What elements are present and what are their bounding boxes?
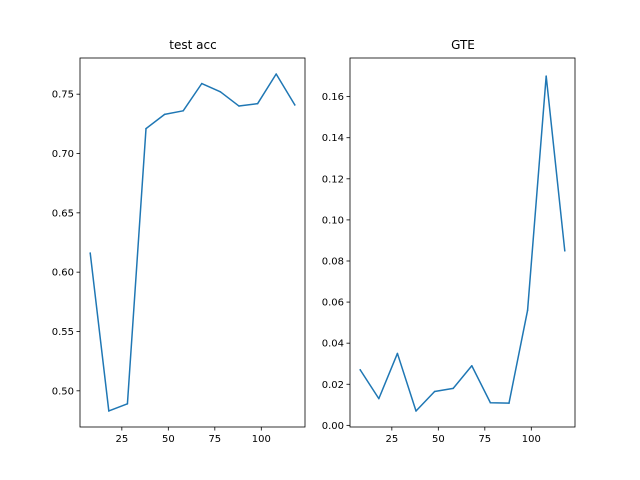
gte-y-tick-label: 0.12 <box>322 174 344 185</box>
test-acc-x-tick-label: 100 <box>252 434 271 445</box>
test-acc-data-point <box>219 91 222 93</box>
test-acc-data-point <box>238 105 240 107</box>
gte-data-point <box>508 402 510 404</box>
test-acc-x-tick-label: 75 <box>208 434 221 445</box>
test-acc-data-point <box>145 127 147 130</box>
gte-y-tick-label: 0.14 <box>322 133 344 144</box>
test-acc-data-point <box>108 410 110 412</box>
gte-axes-frame <box>349 57 576 428</box>
test-acc-panel: test acc 25 50 75 100 0.50 0.55 0.60 0.65 0.70 0.… <box>52 38 306 445</box>
test-acc-y-tick-label: 0.65 <box>52 208 74 219</box>
gte-series-line <box>359 75 566 412</box>
test-acc-axes-frame <box>79 57 306 428</box>
gte-plot-area: 25 50 75 100 0.00 0.02 0.04 0.06 0.08 0.10 0.12 0.1… <box>322 75 566 445</box>
test-acc-y-tick-label: 0.60 <box>52 268 74 279</box>
test-acc-y-tick-label: 0.75 <box>52 90 74 101</box>
gte-data-point <box>564 249 566 252</box>
gte-x-tick-label: 25 <box>385 434 398 445</box>
test-acc-title: test acc <box>169 38 216 52</box>
gte-y-tick-label: 0.04 <box>322 339 344 350</box>
test-acc-x-tick-label: 25 <box>115 434 128 445</box>
gte-y-tick-label: 0.08 <box>322 256 344 267</box>
gte-data-point <box>433 390 436 393</box>
test-acc-y-tick-label: 0.70 <box>52 149 74 160</box>
test-acc-data-point <box>126 403 129 405</box>
gte-y-tick-label: 0.06 <box>322 298 344 309</box>
gte-x-tick-label: 50 <box>432 434 445 445</box>
gte-x-tick-label: 75 <box>478 434 491 445</box>
gte-y-tick-label: 0.02 <box>322 380 344 391</box>
test-acc-data-point <box>89 252 91 254</box>
test-acc-plot-area: 25 50 75 100 0.50 0.55 0.60 0.65 0.70 0.75 <box>52 73 296 445</box>
gte-data-point <box>545 75 547 77</box>
test-acc-y-tick-label: 0.55 <box>52 327 74 338</box>
gte-data-point <box>471 365 473 367</box>
test-acc-y-tick-label: 0.50 <box>52 386 74 397</box>
test-acc-x-tick-label: 50 <box>162 434 175 445</box>
gte-y-tick-label: 0.16 <box>322 92 344 103</box>
gte-title: GTE <box>451 38 475 52</box>
gte-y-tick-label: 0.10 <box>322 215 344 226</box>
gte-data-point <box>359 369 361 371</box>
gte-data-point <box>415 410 417 412</box>
test-acc-data-point <box>275 73 277 75</box>
test-acc-data-point <box>294 104 296 106</box>
gte-data-point <box>396 352 399 355</box>
test-acc-data-point <box>182 110 184 112</box>
test-acc-data-point <box>163 113 166 116</box>
gte-data-point <box>489 402 492 404</box>
gte-y-tick-label: 0.00 <box>322 421 344 432</box>
test-acc-data-point <box>256 102 259 105</box>
gte-panel: GTE 25 50 75 100 0.00 0.02 0.04 0.06 0.08 0.10 0.1… <box>322 38 576 445</box>
gte-x-tick-label: 100 <box>522 434 541 445</box>
test-acc-series-line <box>89 73 296 412</box>
gte-data-point <box>526 309 529 312</box>
gte-data-point <box>452 387 454 390</box>
test-acc-data-point <box>201 82 203 85</box>
gte-data-point <box>378 397 380 400</box>
